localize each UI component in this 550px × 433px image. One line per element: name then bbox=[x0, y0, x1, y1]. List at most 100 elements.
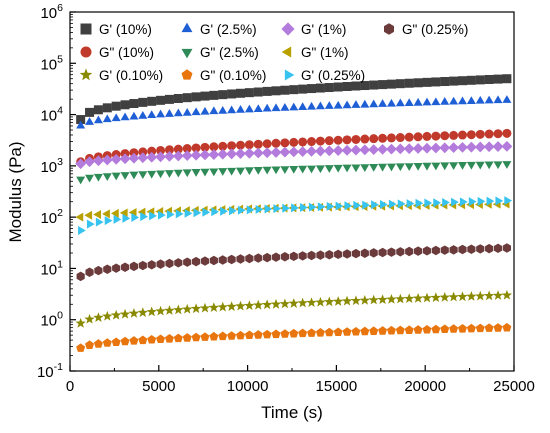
data-point bbox=[184, 208, 193, 218]
data-point bbox=[110, 153, 122, 165]
data-point bbox=[76, 271, 85, 282]
data-point bbox=[191, 92, 201, 102]
data-point bbox=[164, 94, 174, 104]
legend-marker bbox=[80, 23, 92, 35]
data-point bbox=[128, 208, 137, 217]
legend-marker bbox=[281, 22, 295, 36]
data-point bbox=[102, 173, 112, 181]
data-point bbox=[119, 308, 131, 319]
data-point bbox=[113, 214, 122, 224]
data-point bbox=[458, 96, 467, 105]
data-point bbox=[244, 300, 255, 311]
data-point bbox=[280, 252, 289, 262]
data-point bbox=[315, 101, 325, 110]
series-2 bbox=[75, 289, 513, 328]
data-point bbox=[449, 245, 458, 255]
data-point bbox=[326, 201, 335, 211]
data-point bbox=[111, 113, 121, 122]
data-point bbox=[200, 142, 210, 152]
data-point bbox=[120, 100, 130, 110]
x-tick-label: 5000 bbox=[142, 378, 175, 395]
data-point bbox=[465, 141, 477, 153]
data-point bbox=[307, 137, 317, 147]
data-point bbox=[209, 90, 219, 100]
legend-item: G" (0.25%) bbox=[384, 22, 468, 37]
data-point bbox=[120, 172, 130, 180]
data-point bbox=[227, 167, 237, 176]
data-point bbox=[439, 142, 451, 154]
data-point bbox=[254, 253, 263, 263]
x-tick-label: 25000 bbox=[493, 378, 535, 395]
data-point bbox=[342, 164, 352, 173]
data-point bbox=[457, 291, 468, 302]
data-point bbox=[262, 139, 272, 149]
data-point bbox=[246, 205, 255, 215]
data-point bbox=[183, 257, 192, 267]
data-point bbox=[146, 151, 158, 163]
data-point bbox=[220, 206, 228, 216]
data-point bbox=[342, 249, 352, 259]
data-point bbox=[457, 130, 467, 140]
data-point bbox=[235, 140, 245, 150]
data-point bbox=[226, 148, 238, 160]
data-point bbox=[93, 339, 103, 348]
data-point bbox=[404, 78, 414, 88]
data-point bbox=[289, 251, 298, 262]
data-point bbox=[502, 128, 512, 138]
data-point bbox=[474, 141, 486, 153]
y-tick-label: 10-1 bbox=[37, 361, 63, 381]
data-point bbox=[165, 258, 174, 269]
data-point bbox=[333, 296, 344, 306]
data-point bbox=[244, 167, 254, 176]
data-point bbox=[342, 100, 352, 109]
data-point bbox=[211, 207, 220, 217]
data-point bbox=[264, 204, 273, 214]
data-point bbox=[431, 162, 441, 171]
legend-item: G' (0.25%) bbox=[284, 68, 365, 83]
y-tick-label: 102 bbox=[40, 207, 63, 227]
data-point bbox=[308, 202, 317, 212]
data-point bbox=[433, 198, 442, 208]
data-point bbox=[405, 246, 414, 257]
legend-item: G' (2.5%) bbox=[181, 22, 257, 37]
data-point bbox=[119, 153, 131, 165]
data-point bbox=[101, 154, 113, 166]
data-point bbox=[315, 136, 325, 146]
data-point bbox=[261, 147, 273, 159]
data-point bbox=[149, 211, 157, 221]
data-point bbox=[102, 310, 113, 321]
data-point bbox=[147, 110, 157, 119]
data-point bbox=[333, 164, 343, 173]
data-point bbox=[157, 210, 166, 220]
data-point bbox=[191, 169, 201, 177]
data-point bbox=[138, 110, 148, 119]
data-point bbox=[353, 200, 362, 210]
data-point bbox=[371, 200, 379, 210]
data-point bbox=[262, 166, 272, 175]
legend-label: G" (2.5%) bbox=[200, 45, 259, 60]
data-point bbox=[395, 79, 405, 89]
data-point bbox=[412, 292, 424, 303]
data-point bbox=[76, 120, 86, 129]
data-point bbox=[199, 302, 211, 313]
data-point bbox=[182, 93, 192, 103]
data-point bbox=[414, 246, 423, 256]
data-point bbox=[466, 75, 476, 85]
data-point bbox=[190, 303, 202, 314]
data-point bbox=[253, 104, 263, 112]
data-point bbox=[85, 117, 95, 125]
data-point bbox=[431, 245, 440, 256]
data-point bbox=[129, 111, 139, 120]
data-point bbox=[386, 133, 396, 143]
data-point bbox=[112, 263, 121, 273]
data-point bbox=[458, 244, 467, 255]
data-point bbox=[156, 170, 166, 179]
data-point bbox=[76, 343, 86, 352]
data-point bbox=[493, 323, 503, 332]
data-point bbox=[75, 158, 87, 170]
data-point bbox=[431, 77, 441, 87]
data-point bbox=[291, 203, 299, 213]
data-point bbox=[475, 290, 486, 301]
data-point bbox=[297, 297, 308, 308]
data-point bbox=[146, 306, 157, 317]
